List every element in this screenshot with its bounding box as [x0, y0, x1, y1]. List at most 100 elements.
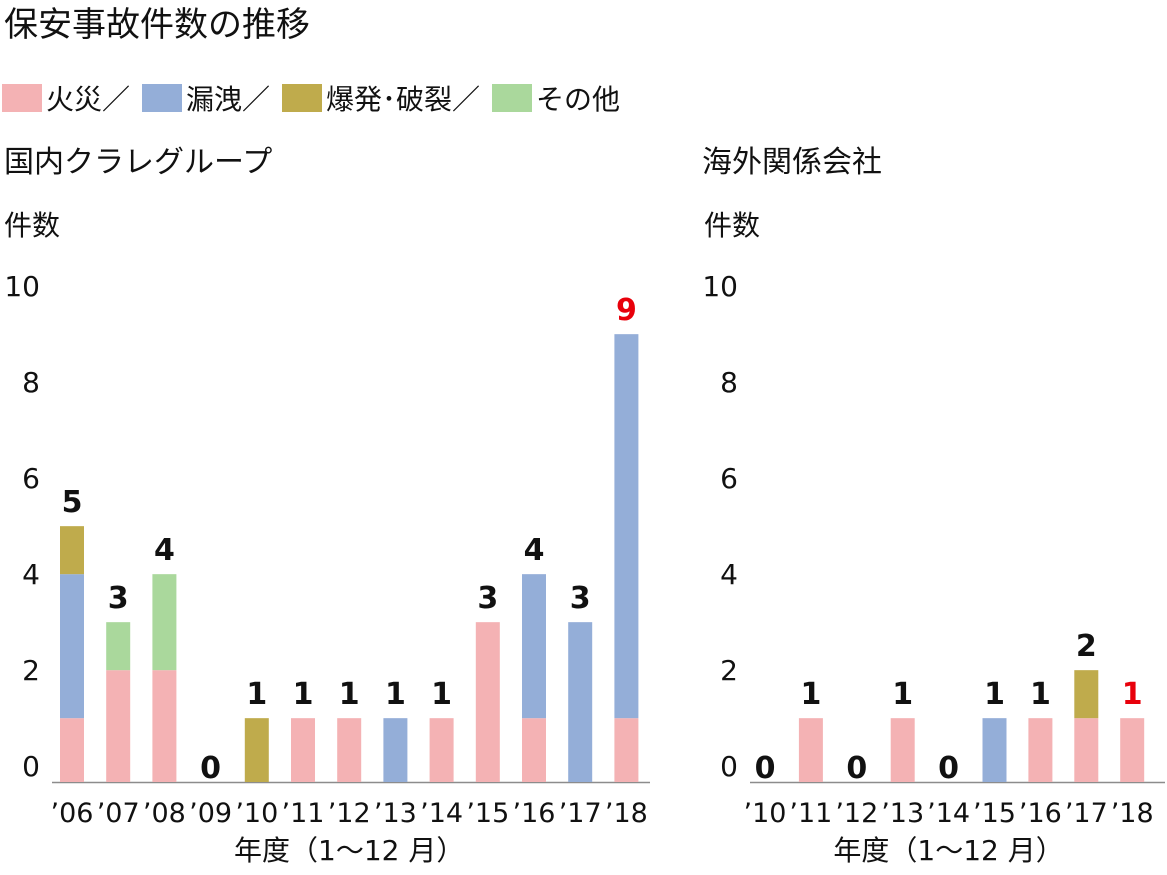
y-tick-label-overseas: 0: [720, 750, 738, 783]
x-tick-label-domestic: ’12: [328, 798, 371, 829]
total-label-overseas: 0: [938, 751, 959, 786]
total-label-domestic: 3: [477, 581, 498, 616]
legend-item-explosion: 爆発･破裂／: [282, 78, 480, 118]
bar-segment-fire: [291, 718, 315, 782]
bar-segment-fire: [1074, 718, 1099, 782]
legend-swatch-explosion: [282, 84, 323, 112]
total-label-overseas: 1: [1122, 677, 1143, 712]
total-label-domestic: 1: [339, 677, 360, 712]
chart-panel-domestic: 0 2 4 6 8 10 5 ’06 3 ’07 4 ’08 0 ’09 1 ’10 1 ’11 1 ’12 1 ’13 1…: [4, 270, 650, 867]
legend-label-other: その他: [536, 83, 621, 116]
x-tick-label-overseas: ’14: [927, 798, 970, 829]
bar-segment-leak: [982, 718, 1007, 782]
bar-segment-fire: [152, 670, 177, 782]
x-tick-label-overseas: ’10: [744, 798, 787, 829]
x-tick-label-domestic: ’07: [97, 798, 140, 829]
bar-segment-fire: [429, 718, 454, 782]
x-tick-label-domestic: ’16: [513, 798, 556, 829]
total-label-domestic: 1: [293, 677, 314, 712]
total-label-domestic: 1: [246, 677, 267, 712]
y-tick-label-overseas: 4: [720, 558, 738, 591]
x-tick-label-domestic: ’15: [466, 798, 509, 829]
bar-segment-explosion: [244, 718, 269, 782]
x-tick-label-domestic: ’09: [189, 798, 232, 829]
legend-item-leak: 漏洩／: [142, 78, 270, 118]
chart-title: 保安事故件数の推移: [4, 5, 310, 45]
legend-label-leak: 漏洩／: [186, 83, 271, 116]
total-label-domestic: 1: [385, 677, 406, 712]
y-tick-label-domestic: 4: [22, 558, 40, 591]
legend-item-other: その他: [492, 78, 620, 118]
bar-segment-leak: [614, 334, 639, 719]
total-label-overseas: 0: [755, 751, 776, 786]
x-tick-label-overseas: ’13: [881, 798, 924, 829]
bar-segment-other: [106, 622, 131, 671]
total-label-overseas: 1: [800, 677, 821, 712]
legend-swatch-other: [492, 84, 533, 112]
panel-title-overseas: 海外関係会社: [702, 145, 882, 180]
total-label-domestic: 3: [570, 581, 591, 616]
x-tick-label-overseas: ’11: [789, 798, 832, 829]
x-tick-label-domestic: ’17: [559, 798, 602, 829]
x-tick-label-domestic: ’08: [143, 798, 186, 829]
total-label-domestic: 4: [154, 533, 175, 568]
x-tick-label-domestic: ’18: [605, 798, 648, 829]
x-tick-label-domestic: ’14: [420, 798, 463, 829]
bar-segment-leak: [568, 622, 593, 782]
x-tick-label-domestic: ’11: [282, 798, 325, 829]
x-tick-label-domestic: ’06: [51, 798, 94, 829]
y-tick-label-overseas: 8: [720, 366, 738, 399]
total-label-overseas: 1: [892, 677, 913, 712]
y-tick-label-domestic: 8: [22, 366, 40, 399]
y-tick-label-domestic: 2: [22, 654, 40, 687]
bar-segment-fire: [522, 718, 546, 782]
y-unit-domestic: 件数: [4, 209, 61, 242]
bar-segment-fire: [614, 718, 639, 782]
total-label-domestic: 0: [200, 751, 221, 786]
total-label-overseas: 1: [984, 677, 1005, 712]
y-tick-label-overseas: 10: [702, 270, 738, 303]
y-tick-label-domestic: 0: [22, 750, 40, 783]
legend-swatch-fire: [2, 84, 42, 112]
total-label-overseas: 1: [1030, 677, 1051, 712]
bar-segment-fire: [1120, 718, 1145, 782]
total-label-domestic: 1: [431, 677, 452, 712]
total-label-domestic: 4: [524, 533, 545, 568]
y-tick-label-domestic: 10: [4, 270, 40, 303]
y-tick-label-overseas: 6: [720, 462, 738, 495]
legend-label-explosion: 爆発･破裂／: [326, 83, 481, 116]
x-tick-label-overseas: ’15: [973, 798, 1016, 829]
bar-segment-other: [152, 574, 177, 671]
bar-segment-leak: [522, 574, 546, 719]
legend-label-fire: 火災／: [46, 83, 131, 116]
x-tick-label-overseas: ’12: [835, 798, 878, 829]
legend-swatch-leak: [142, 84, 183, 112]
x-tick-label-overseas: ’17: [1065, 798, 1108, 829]
x-axis-title-overseas: 年度（1～12 月）: [833, 834, 1063, 867]
bar-segment-fire: [890, 718, 915, 782]
legend-item-fire: 火災／: [2, 78, 130, 118]
total-label-overseas: 2: [1076, 629, 1097, 664]
y-unit-overseas: 件数: [704, 209, 761, 242]
bar-segment-fire: [475, 622, 500, 782]
x-axis-title-domestic: 年度（1～12 月）: [234, 834, 464, 867]
bar-segment-leak: [383, 718, 408, 782]
bar-segment-explosion: [60, 526, 84, 575]
total-label-domestic: 5: [62, 485, 83, 520]
x-tick-label-domestic: ’10: [235, 798, 278, 829]
bar-segment-explosion: [1074, 670, 1099, 719]
legend: 火災／ 漏洩／ 爆発･破裂／ その他: [2, 78, 632, 118]
panel-title-domestic: 国内クラレグループ: [4, 145, 273, 180]
x-tick-label-overseas: ’18: [1111, 798, 1154, 829]
bar-segment-fire: [337, 718, 362, 782]
chart-panel-overseas: 02468100’101’110’121’130’141’151’162’171…: [702, 270, 1165, 867]
bar-segment-fire: [1028, 718, 1053, 782]
x-tick-label-overseas: ’16: [1019, 798, 1062, 829]
y-tick-label-overseas: 2: [720, 654, 738, 687]
total-label-domestic: 9: [616, 293, 637, 328]
y-tick-label-domestic: 6: [22, 462, 40, 495]
bar-segment-fire: [106, 670, 131, 782]
bar-segment-fire: [60, 718, 84, 782]
x-tick-label-domestic: ’13: [374, 798, 417, 829]
